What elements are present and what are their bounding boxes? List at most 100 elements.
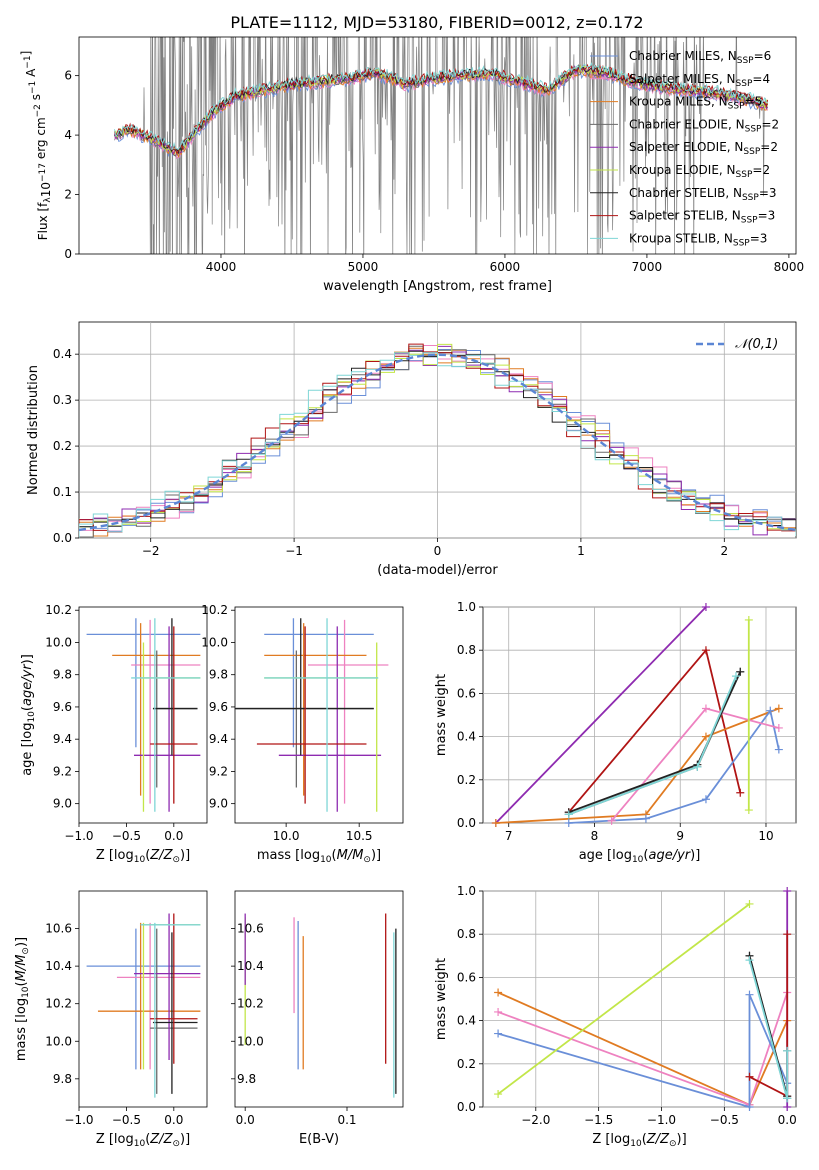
y-tick-label: 0.3 [53,393,72,407]
legend-text: =6 [754,49,772,63]
legend-text: Salpeter STELIB, N [629,209,741,223]
y-axis-label-part: −1 [23,55,33,68]
y-tick-label: 10.6 [45,922,72,936]
y-tick-label: 10.0 [237,1034,264,1048]
model-spectrum [114,62,768,150]
y-axis-label-part: A [24,68,38,81]
histogram-series [79,352,796,538]
x-tick-label: 6000 [490,260,521,274]
y-tick-label: 10.0 [45,1034,72,1048]
x-tick-label: 8000 [774,260,805,274]
axis-label-part: Z/Z [149,1132,173,1147]
x-tick-label: 8 [591,829,599,843]
error-crosses [86,913,201,1098]
y-tick-label: 1.0 [457,884,476,898]
data-point [701,646,710,655]
y-tick-label: 0.2 [457,1057,476,1071]
y-tick-label: 10.4 [45,959,72,973]
spectrum-plot [114,37,769,254]
x-tick-label: 0.0 [236,1113,255,1127]
axis-label-part: Z/Z [149,848,173,863]
y-axis-label: mass weight [434,674,449,756]
y-tick-label: 0.2 [53,439,72,453]
y-tick-label: 0.1 [53,485,72,499]
axis-label-part: 10 [632,855,644,865]
legend-text: Salpeter MILES, N [629,72,736,86]
y-axis-label: Normed distribution [26,365,41,495]
y-tick-label: 0.0 [457,1100,476,1114]
data-point [783,887,792,895]
axis-label-part: ( [145,1132,150,1147]
data-point [494,1090,503,1099]
legend-text: =2 [761,117,779,131]
x-tick-label: −0.5 [112,1113,141,1127]
data-point [736,788,745,797]
legend-text: =3 [758,209,776,223]
legend-text: =2 [760,140,778,154]
model-spectrum [114,63,769,156]
axis-label-part: M/M [337,848,364,863]
y-tick-label: 9.2 [53,764,72,778]
y-tick-label: 10.2 [201,603,228,617]
y-tick-label: 10.4 [237,959,264,973]
legend-text: Chabrier MILES, N [629,49,737,63]
axis-label-part: 10 [630,1139,642,1149]
x-tick-label: −1 [285,544,303,558]
data-point [701,704,710,713]
y-tick-label: 9.4 [209,732,228,746]
data-point [494,1007,503,1016]
x-tick-label: −0.5 [710,1113,739,1127]
y-tick-label: 4 [64,128,72,142]
legend-entry: Salpeter ELODIE, NSSP=2 [629,140,778,157]
x-axis-label: Z [log10(Z/Z⊙)] [592,1132,686,1149]
axes-frame [78,36,797,255]
y-tick-label: 9.8 [209,668,228,682]
legend-sub: SSP [742,193,759,203]
axis-label-part: ⊙ [21,947,31,955]
axis-label-part: ( [642,1132,647,1147]
axis-label-part: )] [20,654,35,664]
data-point [744,615,753,624]
axis-label-part: age/yr [648,848,691,863]
data-point [774,704,783,713]
x-tick-label: −2 [142,544,160,558]
y-tick-label: 10.0 [201,635,228,649]
legend-entry: Kroupa STELIB, NSSP=3 [629,231,767,248]
y-tick-label: 0 [64,247,72,261]
axis-label-part: 10 [134,855,146,865]
data-point [494,988,503,997]
data-point [774,745,783,754]
normal-curve [79,353,796,532]
x-tick-label: 10 [758,829,773,843]
x-tick-label: 0.0 [778,1113,797,1127]
legend-text: Kroupa STELIB, N [629,231,733,245]
data-point [701,795,710,804]
y-tick-label: 9.2 [209,764,228,778]
data-point [641,814,650,823]
axis-label-part: 10 [21,986,31,998]
figure-title: PLATE=1112, MJD=53180, FIBERID=0012, z=0… [230,13,643,32]
x-tick-label: 7 [505,829,513,843]
error-crosses [86,618,201,812]
legend-entry: Chabrier STELIB, NSSP=3 [629,186,777,203]
axis-label-part: age/yr [20,663,35,706]
data-point [693,762,702,771]
axis-label-part: )] [690,848,700,863]
axis-label-part: mass [log [257,848,320,863]
axis-label-part: M/M [14,955,29,982]
x-tick-label: 0.1 [337,1113,356,1127]
y-tick-label: 0.4 [457,730,476,744]
axis-label-part: )] [14,937,29,947]
data-point [774,723,783,732]
y-tick-label: 0.6 [457,970,476,984]
y-tick-label: 0.0 [457,816,476,830]
legend-text: =2 [752,163,770,177]
x-axis-label: Z [log10(Z/Z⊙)] [96,848,190,865]
data-point [783,1046,792,1055]
legend-entry: Salpeter MILES, NSSP=4 [629,72,770,89]
data-point [564,810,573,819]
y-axis-label-part: −2 [33,104,43,117]
y-tick-label: 0.8 [457,927,476,941]
axes: 10.0 10.5 9.0 9.2 9.4 9.6 9.8 10.0 10.2 [201,603,372,843]
data-point [745,1103,754,1111]
